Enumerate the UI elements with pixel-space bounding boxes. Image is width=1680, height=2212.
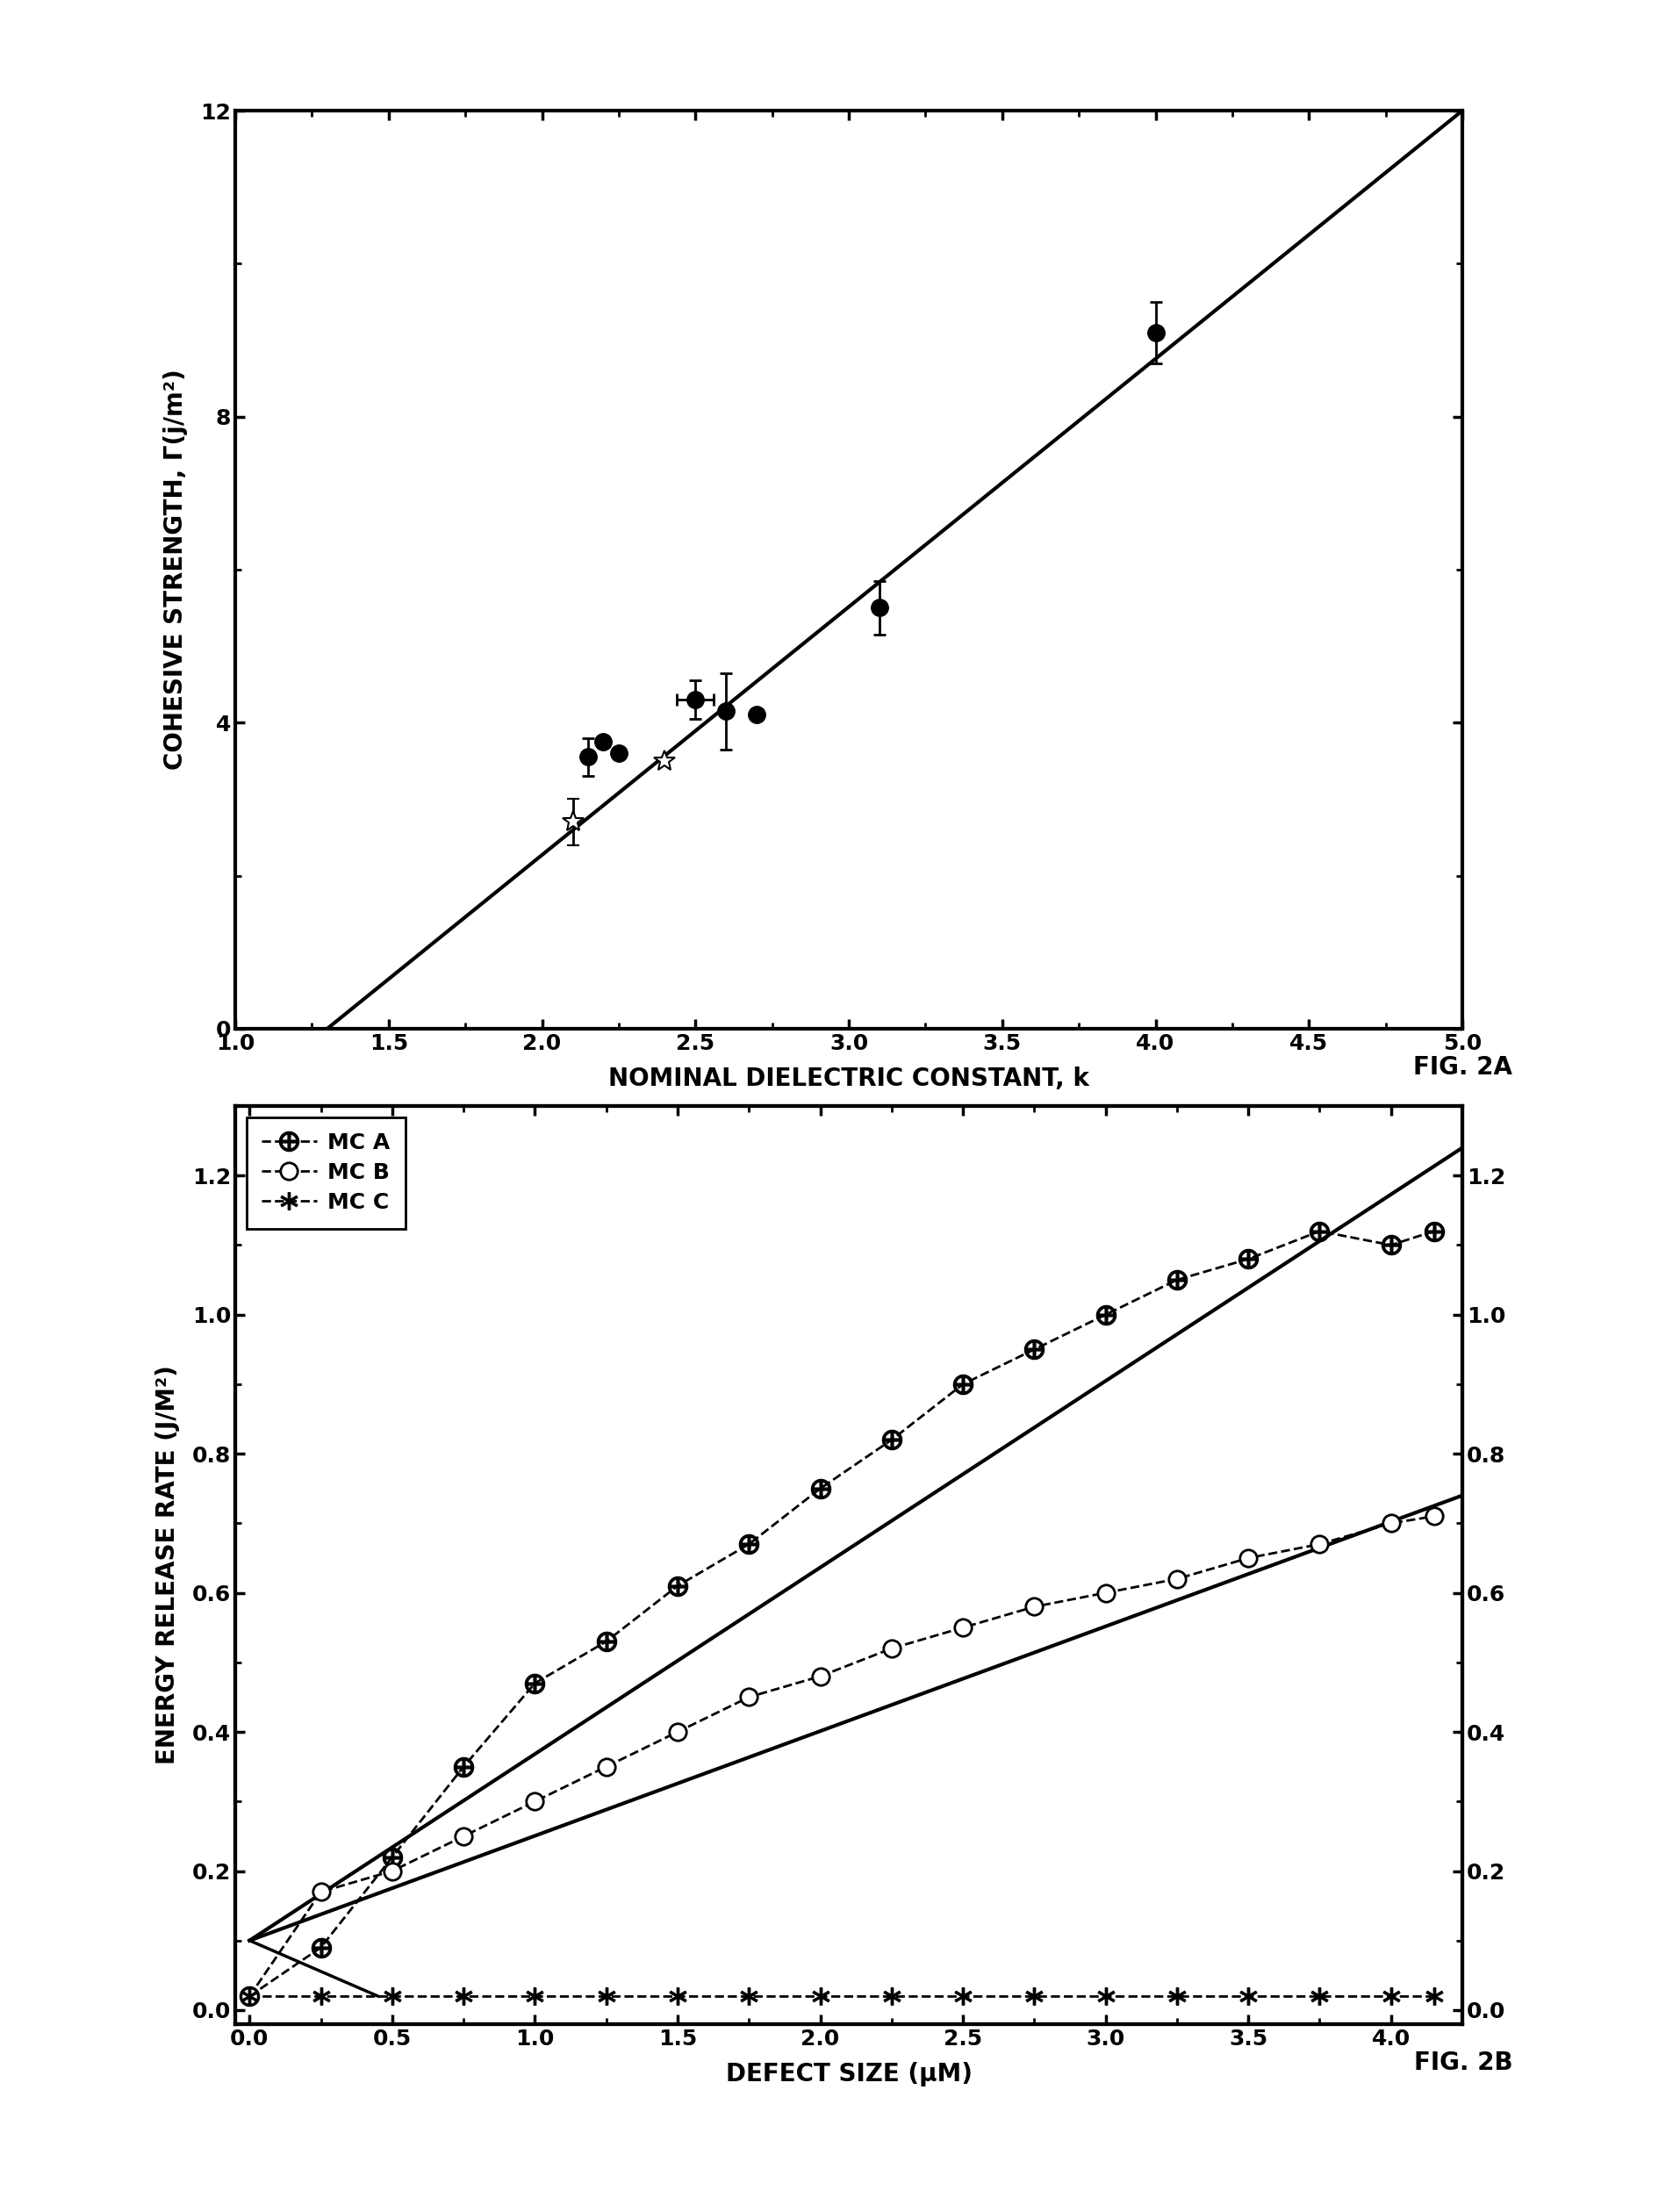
Legend: MC A, MC B, MC C: MC A, MC B, MC C — [247, 1117, 405, 1228]
Y-axis label: COHESIVE STRENGTH, Γ(j/m²): COHESIVE STRENGTH, Γ(j/m²) — [163, 369, 188, 770]
X-axis label: NOMINAL DIELECTRIC CONSTANT, k: NOMINAL DIELECTRIC CONSTANT, k — [608, 1066, 1089, 1091]
Text: FIG. 2B: FIG. 2B — [1413, 2051, 1512, 2075]
X-axis label: DEFECT SIZE (μM): DEFECT SIZE (μM) — [726, 2062, 971, 2086]
Y-axis label: ENERGY RELEASE RATE (J/M²): ENERGY RELEASE RATE (J/M²) — [155, 1365, 180, 1765]
Text: FIG. 2A: FIG. 2A — [1413, 1055, 1512, 1079]
